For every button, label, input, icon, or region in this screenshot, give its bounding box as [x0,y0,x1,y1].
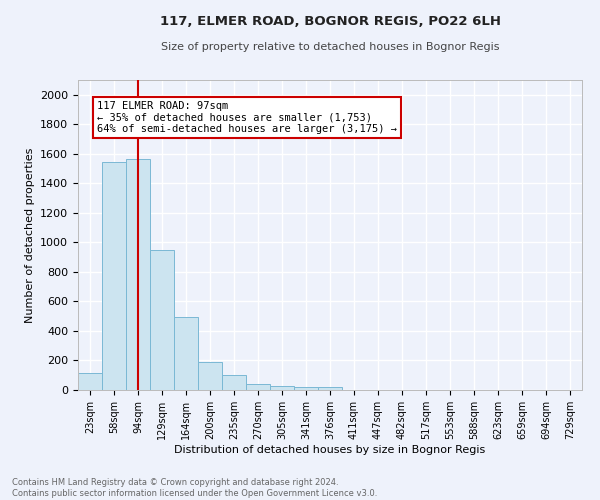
Bar [126,158,150,390]
Bar [174,317,198,390]
Text: Contains HM Land Registry data © Crown copyright and database right 2024.
Contai: Contains HM Land Registry data © Crown c… [12,478,377,498]
Text: 117, ELMER ROAD, BOGNOR REGIS, PO22 6LH: 117, ELMER ROAD, BOGNOR REGIS, PO22 6LH [160,15,500,28]
X-axis label: Distribution of detached houses by size in Bognor Regis: Distribution of detached houses by size … [175,444,485,454]
Bar [150,250,174,390]
Bar [78,374,102,390]
Bar [318,388,342,390]
Bar [294,388,318,390]
Bar [222,375,246,390]
Y-axis label: Number of detached properties: Number of detached properties [25,148,35,322]
Bar [198,362,222,390]
Bar [270,386,294,390]
Text: 117 ELMER ROAD: 97sqm
← 35% of detached houses are smaller (1,753)
64% of semi-d: 117 ELMER ROAD: 97sqm ← 35% of detached … [97,100,397,134]
Bar [246,384,270,390]
Bar [102,162,126,390]
Text: Size of property relative to detached houses in Bognor Regis: Size of property relative to detached ho… [161,42,499,52]
